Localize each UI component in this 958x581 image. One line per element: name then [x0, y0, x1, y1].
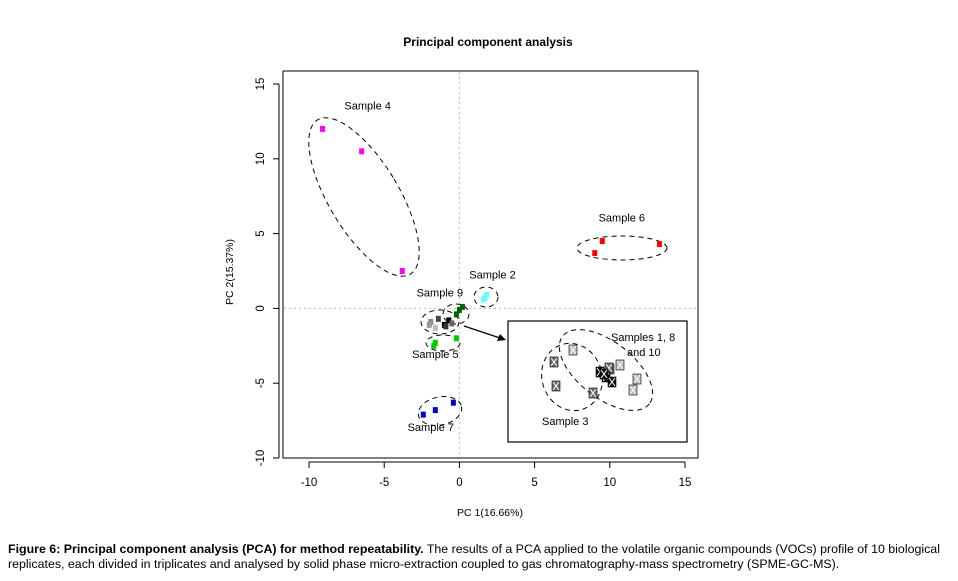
- caption-bold: Figure 6: Principal component analysis (…: [8, 542, 424, 556]
- data-point: [446, 317, 452, 324]
- sample-label: Sample 4: [344, 100, 390, 112]
- inset-marker: [549, 356, 559, 368]
- data-point: [592, 250, 598, 257]
- cluster-ellipse: [417, 396, 463, 426]
- y-axis: -10 -5 0 5 10 15: [255, 78, 280, 467]
- inset-arrow-head: [497, 334, 506, 341]
- inset-marker: [607, 376, 617, 388]
- inset-marker: [632, 373, 642, 385]
- y-axis-label: PC 2(15.37%): [224, 239, 236, 305]
- sample-label: Sample 9: [417, 287, 463, 299]
- marker-cross: [616, 360, 624, 370]
- data-point: [459, 303, 465, 310]
- x-tick-label: 15: [679, 477, 692, 489]
- data-point: [453, 311, 459, 318]
- cluster-ellipse: [425, 334, 461, 352]
- data-point: [656, 241, 662, 248]
- sample-label: Sample 2: [469, 269, 515, 281]
- marker-cross: [589, 388, 597, 398]
- inset-marker: [568, 344, 578, 356]
- chart-title: Principal component analysis: [403, 35, 573, 49]
- marker-cross: [600, 369, 608, 379]
- y-tick-label: 15: [255, 78, 267, 91]
- x-axis-label: PC 1(16.66%): [457, 507, 523, 519]
- data-point: [435, 315, 441, 322]
- marker-cross: [608, 377, 616, 387]
- y-tick-label: -5: [255, 378, 267, 388]
- x-axis: -10 -5 0 5 10 15: [301, 461, 692, 489]
- caption-text: The results of a PCA applied to the vola…: [8, 542, 940, 571]
- data-point: [450, 399, 456, 406]
- inset-arrow-line: [463, 325, 501, 339]
- data-point: [432, 339, 438, 346]
- data-point: [432, 324, 438, 331]
- plot-frame: [282, 70, 699, 459]
- y-tick-label: 10: [255, 152, 267, 165]
- cluster-ellipse: [576, 235, 668, 261]
- y-tick-label: -10: [255, 450, 267, 467]
- x-tick-label: 5: [531, 477, 537, 489]
- inset-label-samples-1-8: Samples 1, 8: [611, 332, 675, 344]
- inset-label-sample-3: Sample 3: [542, 416, 588, 428]
- sample-label: Sample 5: [412, 349, 458, 361]
- marker-cross: [569, 345, 577, 355]
- data-point: [456, 306, 462, 313]
- data-point: [453, 335, 459, 342]
- data-points: [320, 125, 662, 418]
- inset-marker: [615, 359, 625, 371]
- pca-scatter-plot: Principal component analysis Samples 1, …: [224, 35, 699, 519]
- inset-label-and-10: and 10: [627, 347, 661, 359]
- figure-caption: Figure 6: Principal component analysis (…: [8, 542, 953, 572]
- cluster-ellipse: [308, 117, 420, 277]
- data-point: [426, 321, 432, 328]
- data-point: [449, 320, 455, 327]
- marker-cross: [629, 385, 637, 395]
- inset-marker: [551, 380, 561, 392]
- inset-marker: [588, 387, 598, 399]
- cluster-ellipse: [473, 286, 499, 308]
- inset-zoom-box: Samples 1, 8 and 10 Sample 3: [463, 320, 688, 443]
- sample-annotations: Sample 4 Sample 6 Sample 2 Sample 9 Sample 5…: [344, 100, 645, 434]
- data-point: [399, 268, 405, 274]
- data-point: [599, 238, 605, 245]
- marker-cross: [550, 357, 558, 367]
- data-point: [320, 125, 326, 132]
- inset-marker: [628, 384, 638, 396]
- data-point: [443, 323, 449, 330]
- x-tick-label: -5: [379, 477, 389, 489]
- y-tick-label: 5: [255, 230, 267, 236]
- cluster-ellipse: [442, 303, 470, 325]
- x-tick-label: -10: [301, 477, 318, 489]
- cluster-ellipse: [420, 309, 460, 335]
- data-point: [432, 407, 438, 414]
- sample-label: Sample 7: [408, 422, 454, 434]
- x-tick-label: 10: [603, 477, 616, 489]
- inset-marker: [599, 368, 609, 380]
- marker-cross: [633, 374, 641, 384]
- marker-cross: [552, 381, 560, 391]
- sample-label: Sample 6: [599, 213, 645, 225]
- data-point: [420, 411, 426, 418]
- cluster-ellipses: [308, 117, 668, 426]
- y-tick-label: 0: [255, 305, 267, 311]
- x-tick-label: 0: [456, 477, 462, 489]
- reference-lines: [284, 72, 697, 457]
- inset-frame: [507, 320, 688, 443]
- data-point: [359, 148, 365, 155]
- data-point: [482, 294, 488, 301]
